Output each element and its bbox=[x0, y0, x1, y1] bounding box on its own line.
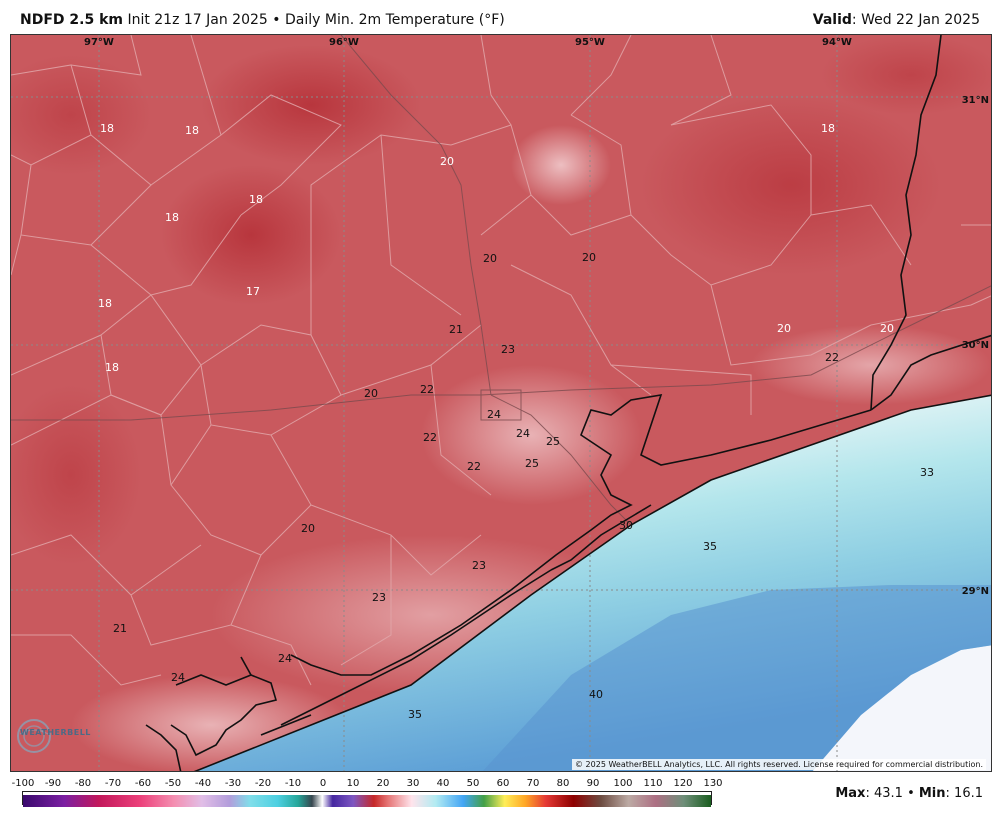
longitude-label: 96°W bbox=[329, 37, 359, 48]
copyright-notice: © 2025 WeatherBELL Analytics, LLC. All r… bbox=[572, 759, 986, 770]
temp-label: 30 bbox=[619, 519, 633, 532]
colorbar-tick: 0 bbox=[319, 778, 327, 789]
min-value: : 16.1 bbox=[945, 786, 983, 801]
temp-label: 21 bbox=[113, 622, 127, 635]
colorbar-tick: -100 bbox=[11, 778, 35, 789]
longitude-label: 94°W bbox=[822, 37, 852, 48]
colorbar-tick: 10 bbox=[346, 778, 360, 789]
temp-label: 22 bbox=[420, 383, 434, 396]
cold-patches bbox=[11, 35, 991, 565]
map-title: NDFD 2.5 km Init 21z 17 Jan 2025 • Daily… bbox=[20, 12, 505, 28]
temp-label: 18 bbox=[100, 122, 114, 135]
temperature-colorbar bbox=[22, 791, 712, 807]
colorbar-tick: -90 bbox=[44, 778, 62, 789]
colorbar-tick: 40 bbox=[436, 778, 450, 789]
temp-label: 24 bbox=[278, 652, 292, 665]
temp-label: 18 bbox=[821, 122, 835, 135]
latitude-label: 31°N bbox=[962, 95, 989, 106]
temp-label: 40 bbox=[589, 688, 603, 701]
temp-label: 24 bbox=[171, 671, 185, 684]
temp-label: 18 bbox=[98, 297, 112, 310]
offshore-cool-band bbox=[482, 585, 991, 771]
temperature-map[interactable]: 97°W 96°W 95°W 94°W 31°N 30°N 29°N 18 18… bbox=[10, 34, 992, 772]
valid-label: Valid bbox=[812, 12, 852, 28]
colorbar-tick-labels: -100 -90 -80 -70 -60 -50 -40 -30 -20 -10… bbox=[10, 778, 723, 790]
colorbar-tick: 110 bbox=[643, 778, 663, 789]
temp-label: 20 bbox=[440, 155, 454, 168]
longitude-label: 97°W bbox=[84, 37, 114, 48]
colorbar-tick: -20 bbox=[254, 778, 272, 789]
colorbar-tick: -40 bbox=[194, 778, 212, 789]
temp-label: 18 bbox=[165, 211, 179, 224]
colorbar-tick: 30 bbox=[406, 778, 420, 789]
county-lines bbox=[11, 35, 991, 686]
coastline bbox=[145, 35, 991, 771]
colorbar-tick: 70 bbox=[526, 778, 540, 789]
temp-label: 20 bbox=[301, 522, 315, 535]
temp-label: 35 bbox=[408, 708, 422, 721]
temperature-labels: 18 18 18 18 17 18 18 20 20 20 21 23 20 2… bbox=[98, 122, 934, 721]
colorbar-tick: 80 bbox=[556, 778, 570, 789]
colorbar-tick: 90 bbox=[586, 778, 600, 789]
max-min-summary: Max: 43.1 • Min: 16.1 bbox=[835, 786, 983, 801]
colorbar-tick: 100 bbox=[613, 778, 633, 789]
colorbar-tick: -70 bbox=[104, 778, 122, 789]
logo-text: WEATHERBELL bbox=[20, 728, 91, 737]
colorbar-tick: -30 bbox=[224, 778, 242, 789]
temp-label: 18 bbox=[185, 124, 199, 137]
temp-label: 20 bbox=[777, 322, 791, 335]
map-header: NDFD 2.5 km Init 21z 17 Jan 2025 • Daily… bbox=[0, 0, 1000, 34]
temp-label: 18 bbox=[105, 361, 119, 374]
longitude-labels: 97°W 96°W 95°W 94°W bbox=[84, 37, 852, 48]
offshore-warm-area bbox=[812, 645, 991, 771]
field-name: Daily Min. 2m Temperature (°F) bbox=[284, 12, 505, 28]
max-value: : 43.1 bbox=[865, 786, 903, 801]
temp-label: 17 bbox=[246, 285, 260, 298]
colorbar-tick: -10 bbox=[284, 778, 302, 789]
colorbar-tick: -50 bbox=[164, 778, 182, 789]
colorbar-tick: 130 bbox=[703, 778, 723, 789]
temp-label: 22 bbox=[423, 431, 437, 444]
temp-label: 35 bbox=[703, 540, 717, 553]
init-time: Init 21z 17 Jan 2025 bbox=[127, 12, 268, 28]
colorbar-tick: 120 bbox=[673, 778, 693, 789]
temp-label: 23 bbox=[472, 559, 486, 572]
colorbar-tick: 60 bbox=[496, 778, 510, 789]
temp-label: 18 bbox=[249, 193, 263, 206]
product-name: NDFD 2.5 km bbox=[20, 12, 123, 28]
temp-label: 20 bbox=[880, 322, 894, 335]
latitude-labels: 31°N 30°N 29°N bbox=[962, 95, 989, 597]
temp-label: 20 bbox=[364, 387, 378, 400]
temp-label: 24 bbox=[487, 408, 501, 421]
temp-label: 25 bbox=[525, 457, 539, 470]
min-label: Min bbox=[918, 786, 946, 801]
colorbar-tick: -80 bbox=[74, 778, 92, 789]
valid-time: Valid: Wed 22 Jan 2025 bbox=[813, 12, 980, 28]
stats-separator: • bbox=[907, 786, 915, 801]
colorbar-tick: 20 bbox=[376, 778, 390, 789]
temp-label: 23 bbox=[372, 591, 386, 604]
latitude-label: 30°N bbox=[962, 340, 989, 351]
latitude-label: 29°N bbox=[962, 586, 989, 597]
graticule bbox=[11, 35, 991, 771]
temp-label: 21 bbox=[449, 323, 463, 336]
temp-label: 22 bbox=[825, 351, 839, 364]
colorbar-tick: 50 bbox=[466, 778, 480, 789]
temp-label: 24 bbox=[516, 427, 530, 440]
longitude-label: 95°W bbox=[575, 37, 605, 48]
temp-label: 20 bbox=[483, 252, 497, 265]
colorbar-tick: -60 bbox=[134, 778, 152, 789]
title-separator: • bbox=[272, 12, 281, 28]
temp-label: 25 bbox=[546, 435, 560, 448]
temp-label: 33 bbox=[920, 466, 934, 479]
temp-label: 22 bbox=[467, 460, 481, 473]
max-label: Max bbox=[835, 786, 866, 801]
temp-label: 20 bbox=[582, 251, 596, 264]
weatherbell-logo: WEATHERBELL bbox=[14, 714, 104, 758]
valid-date: : Wed 22 Jan 2025 bbox=[851, 12, 980, 28]
temp-label: 23 bbox=[501, 343, 515, 356]
